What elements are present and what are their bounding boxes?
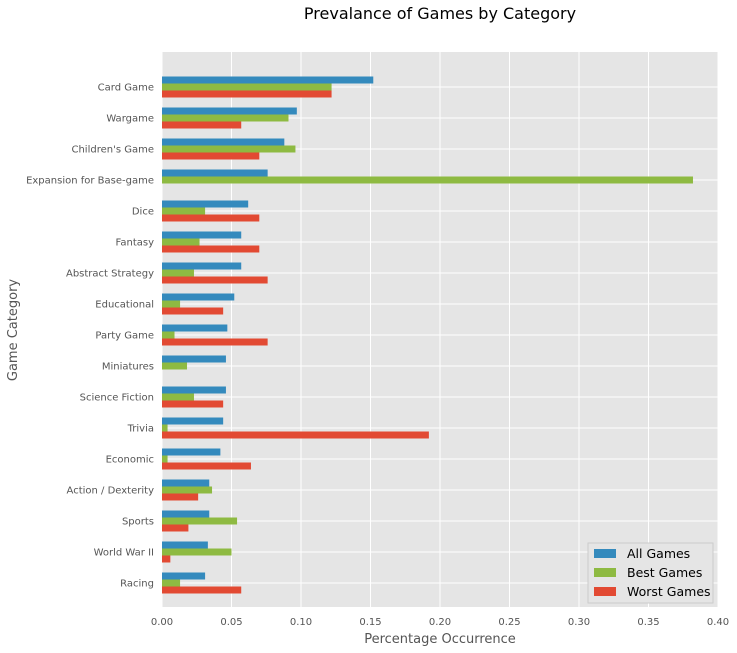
x-tick-label: 0.15 — [359, 617, 381, 628]
y-tick-label: Expansion for Base-game — [26, 176, 154, 187]
legend-label: All Games — [627, 546, 690, 561]
y-tick-label: Racing — [120, 579, 154, 590]
bar-worst-games — [162, 90, 332, 98]
y-tick-label: Economic — [106, 455, 154, 466]
bar-best-games — [162, 486, 213, 494]
legend-label: Best Games — [627, 565, 702, 580]
y-tick-label: World War II — [94, 548, 154, 559]
y-tick-label: Trivia — [127, 424, 154, 435]
x-tick-label: 0.25 — [498, 617, 520, 628]
bar-best-games — [162, 424, 168, 432]
y-tick-label: Science Fiction — [80, 393, 154, 404]
bar-best-games — [162, 362, 188, 370]
bar-all-games — [162, 417, 224, 425]
bar-best-games — [162, 548, 232, 556]
bar-all-games — [162, 169, 268, 177]
x-tick-label: 0.40 — [707, 617, 729, 628]
bar-best-games — [162, 300, 181, 308]
bar-worst-games — [162, 524, 189, 532]
legend-swatch — [594, 549, 616, 558]
bar-all-games — [162, 510, 210, 518]
bars — [162, 76, 693, 594]
bar-best-games — [162, 145, 296, 153]
bar-best-games — [162, 207, 206, 215]
bar-all-games — [162, 76, 374, 84]
y-tick-label: Sports — [122, 517, 154, 528]
bar-worst-games — [162, 462, 251, 470]
y-tick-label: Wargame — [106, 114, 154, 125]
legend-swatch — [594, 587, 616, 596]
bar-best-games — [162, 83, 332, 91]
bar-all-games — [162, 138, 285, 146]
bar-all-games — [162, 107, 297, 115]
bar-worst-games — [162, 338, 268, 346]
x-axis-title: Percentage Occurrence — [364, 632, 516, 647]
x-tick-label: 0.00 — [151, 617, 173, 628]
x-tick-label: 0.30 — [568, 617, 590, 628]
bar-best-games — [162, 331, 175, 339]
x-tick-label: 0.35 — [637, 617, 659, 628]
bar-best-games — [162, 393, 194, 401]
bar-all-games — [162, 479, 210, 487]
bar-worst-games — [162, 431, 429, 439]
bar-worst-games — [162, 555, 171, 563]
bar-all-games — [162, 293, 235, 301]
bar-all-games — [162, 262, 242, 270]
legend-label: Worst Games — [627, 584, 711, 599]
bar-all-games — [162, 448, 221, 456]
bar-all-games — [162, 572, 206, 580]
bar-best-games — [162, 579, 181, 587]
y-tick-labels: Card Game Wargame Children's Game Expansion… — [26, 83, 154, 590]
y-tick-label: Action / Dexterity — [67, 486, 155, 497]
bar-best-games — [162, 238, 200, 246]
bar-best-games — [162, 114, 289, 122]
chart-title: Prevalance of Games by Category — [304, 4, 576, 23]
bar-all-games — [162, 231, 242, 239]
y-tick-label: Dice — [132, 207, 154, 218]
legend: All Games Best Games Worst Games — [587, 542, 714, 604]
bar-all-games — [162, 324, 228, 332]
bar-worst-games — [162, 307, 224, 315]
bar-worst-games — [162, 152, 260, 160]
y-tick-label: Miniatures — [102, 362, 154, 373]
bar-best-games — [162, 455, 168, 463]
bar-worst-games — [162, 214, 260, 222]
x-tick-label: 0.10 — [290, 617, 312, 628]
y-tick-label: Fantasy — [116, 238, 155, 249]
legend-swatch — [594, 568, 616, 577]
x-tick-label: 0.05 — [220, 617, 242, 628]
bar-worst-games — [162, 400, 224, 408]
y-tick-label: Children's Game — [71, 145, 154, 156]
y-tick-label: Card Game — [98, 83, 154, 94]
bar-best-games — [162, 269, 194, 277]
bar-worst-games — [162, 276, 268, 284]
bar-all-games — [162, 200, 249, 208]
bar-best-games — [162, 176, 693, 184]
y-tick-label: Abstract Strategy — [66, 269, 154, 280]
legend-items: All Games Best Games Worst Games — [594, 546, 711, 599]
x-tick-labels: 0.00 0.05 0.10 0.15 0.20 0.25 0.30 0.35 0.40 — [151, 617, 729, 628]
y-tick-label: Party Game — [95, 331, 154, 342]
y-axis-title: Game Category — [6, 279, 21, 382]
bar-worst-games — [162, 586, 242, 594]
y-tick-label: Educational — [95, 300, 154, 311]
bar-worst-games — [162, 493, 199, 501]
bar-all-games — [162, 355, 226, 363]
bar-best-games — [162, 517, 238, 525]
bar-worst-games — [162, 121, 242, 129]
bar-all-games — [162, 541, 208, 549]
bar-worst-games — [162, 245, 260, 253]
x-tick-label: 0.20 — [429, 617, 451, 628]
bar-all-games — [162, 386, 226, 394]
